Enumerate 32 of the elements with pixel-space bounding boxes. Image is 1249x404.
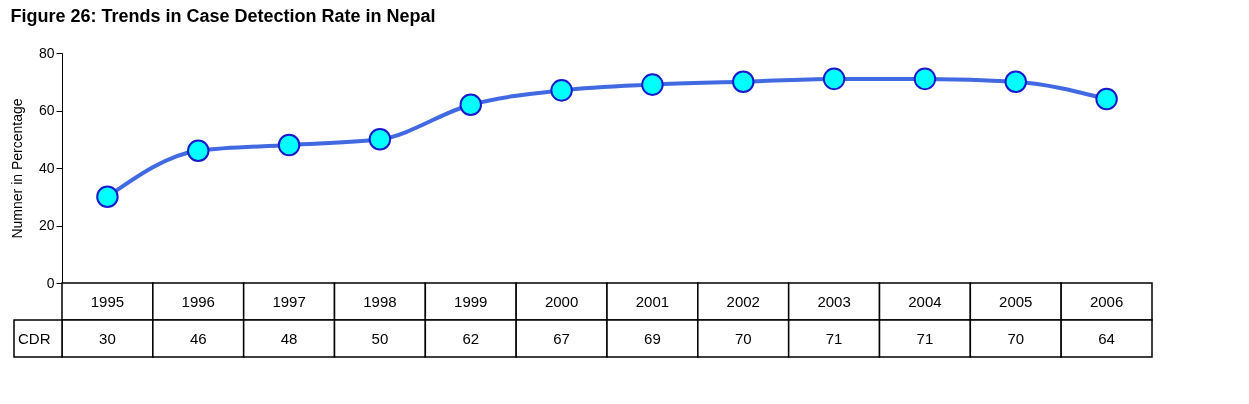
- y-tick-label: 60: [38, 102, 55, 118]
- data-label: 70: [734, 329, 752, 347]
- data-label: 71: [916, 329, 934, 347]
- data-label: 69: [644, 329, 661, 347]
- text: CDR: [18, 329, 51, 347]
- x-tick-label: 2005: [999, 292, 1033, 310]
- data-label: 70: [1007, 329, 1025, 347]
- data-label: 64: [1098, 329, 1115, 347]
- data-label: 46: [189, 329, 207, 347]
- data-label: 48: [280, 329, 298, 347]
- data-label: 67: [553, 329, 570, 347]
- x-tick-label: 1996: [181, 292, 215, 310]
- data-label: 50: [371, 329, 389, 347]
- y-tick-label: 80: [38, 44, 55, 61]
- y-tick-label: 40: [38, 159, 55, 176]
- chart-title: Figure 26: Trends in Case Detection Rate in Nepal: [10, 6, 436, 26]
- data-label: 30: [99, 329, 116, 347]
- y-tick-label: 0: [46, 274, 55, 291]
- x-tick-label: 2002: [726, 292, 760, 310]
- data-label: 62: [462, 329, 480, 347]
- y-axis-title: Numner in Percentage: [8, 98, 25, 239]
- x-tick-label: 2006: [1089, 292, 1124, 310]
- x-tick-label: 1997: [272, 292, 306, 310]
- x-tick-label: 2001: [635, 292, 670, 310]
- y-tick-label: 20: [38, 217, 55, 233]
- x-tick-label: 1999: [454, 292, 488, 310]
- x-tick-label: 2003: [817, 292, 851, 310]
- x-tick-label: 2004: [908, 292, 942, 310]
- x-tick-label: 2000: [544, 292, 579, 310]
- data-label: 71: [825, 329, 843, 347]
- x-tick-label: 1995: [90, 292, 125, 310]
- x-tick-label: 1998: [363, 292, 397, 310]
